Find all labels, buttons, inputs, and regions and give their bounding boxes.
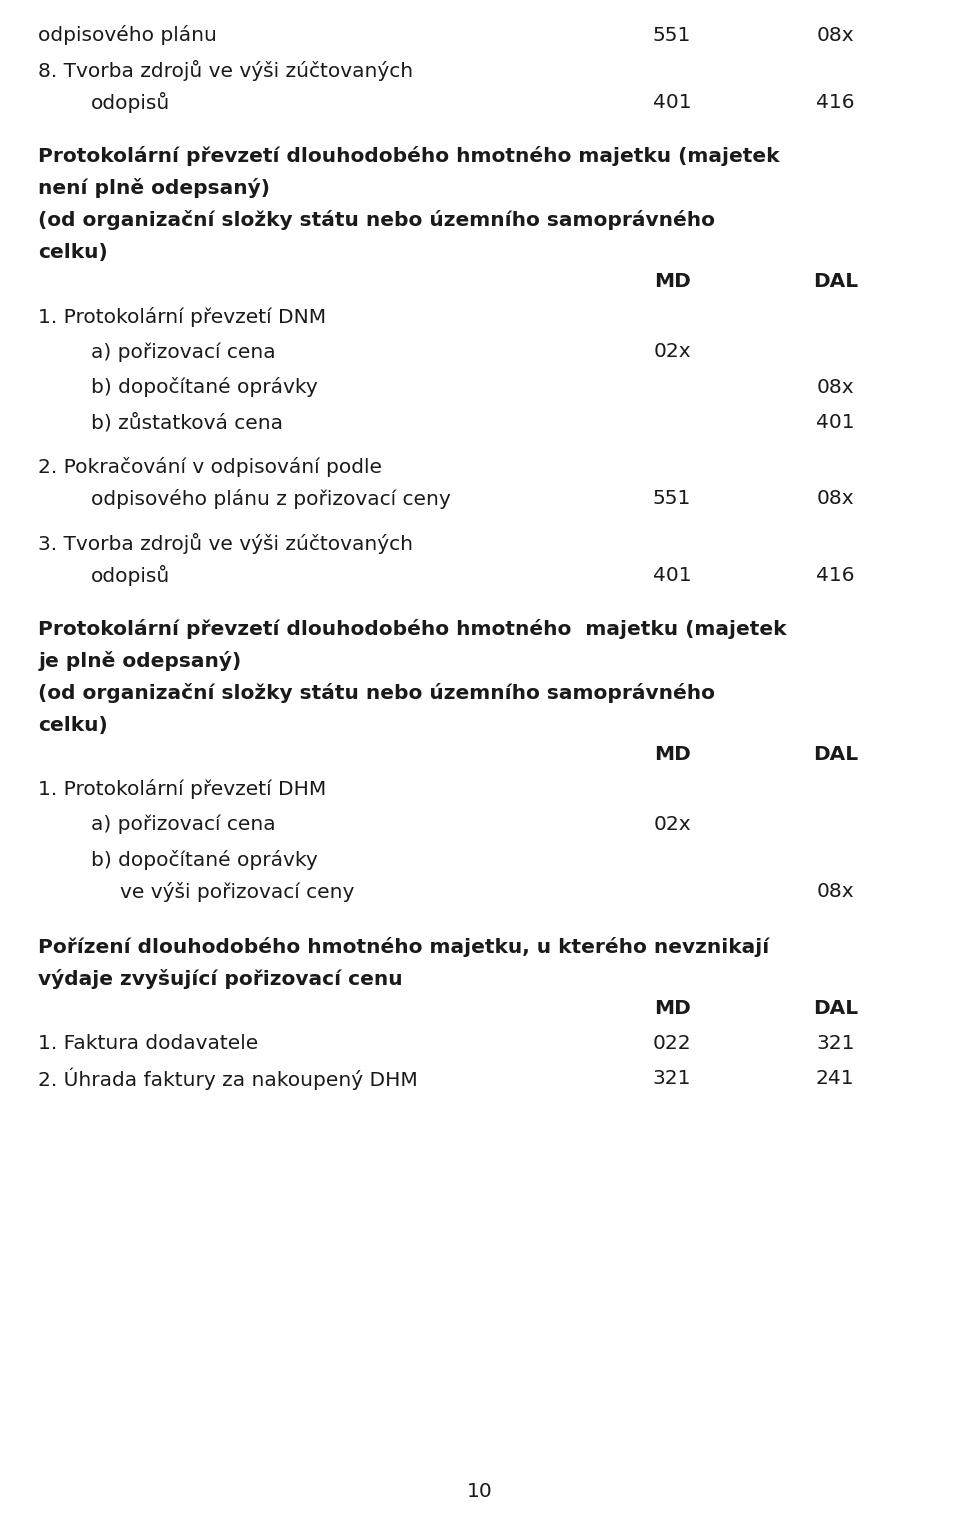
Text: MD: MD: [654, 272, 690, 291]
Text: MD: MD: [654, 999, 690, 1017]
Text: celku): celku): [38, 716, 108, 734]
Text: a) pořizovací cena: a) pořizovací cena: [91, 343, 276, 361]
Text: 2. Pokračování v odpisování podle: 2. Pokračování v odpisování podle: [38, 456, 382, 477]
Text: 416: 416: [816, 566, 854, 584]
Text: odpisového plánu: odpisového plánu: [38, 24, 217, 46]
Text: celku): celku): [38, 243, 108, 262]
Text: b) zůstatková cena: b) zůstatková cena: [91, 413, 283, 431]
Text: 401: 401: [653, 566, 691, 584]
Text: 10: 10: [468, 1483, 492, 1501]
Text: odopisů: odopisů: [91, 92, 171, 113]
Text: není plně odepsaný): není plně odepsaný): [38, 177, 271, 199]
Text: 416: 416: [816, 93, 854, 112]
Text: 08x: 08x: [816, 490, 854, 508]
Text: odpisového plánu z pořizovací ceny: odpisového plánu z pořizovací ceny: [91, 488, 451, 509]
Text: 1. Faktura dodavatele: 1. Faktura dodavatele: [38, 1034, 258, 1053]
Text: b) dopočítané oprávky: b) dopočítané oprávky: [91, 376, 318, 398]
Text: 401: 401: [816, 413, 854, 431]
Text: b) dopočítané oprávky: b) dopočítané oprávky: [91, 849, 318, 871]
Text: Protokolární převzetí dlouhodobého hmotného majetku (majetek: Protokolární převzetí dlouhodobého hmotn…: [38, 145, 780, 167]
Text: 08x: 08x: [816, 378, 854, 396]
Text: 022: 022: [653, 1034, 691, 1053]
Text: 551: 551: [653, 490, 691, 508]
Text: (od organizační složky státu nebo územního samoprávného: (od organizační složky státu nebo územní…: [38, 210, 715, 231]
Text: odopisů: odopisů: [91, 565, 171, 586]
Text: 551: 551: [653, 26, 691, 44]
Text: a) pořizovací cena: a) pořizovací cena: [91, 815, 276, 834]
Text: 321: 321: [653, 1069, 691, 1088]
Text: ve výši pořizovací ceny: ve výši pořizovací ceny: [120, 881, 354, 903]
Text: DAL: DAL: [812, 999, 858, 1017]
Text: 1. Protokolární převzetí DHM: 1. Protokolární převzetí DHM: [38, 779, 326, 800]
Text: 08x: 08x: [816, 883, 854, 901]
Text: 3. Tvorba zdrojů ve výši zúčtovaných: 3. Tvorba zdrojů ve výši zúčtovaných: [38, 532, 414, 554]
Text: DAL: DAL: [812, 272, 858, 291]
Text: 8. Tvorba zdrojů ve výši zúčtovaných: 8. Tvorba zdrojů ve výši zúčtovaných: [38, 60, 414, 81]
Text: 321: 321: [816, 1034, 854, 1053]
Text: je plně odepsaný): je plně odepsaný): [38, 650, 242, 672]
Text: 1. Protokolární převzetí DNM: 1. Protokolární převzetí DNM: [38, 306, 326, 327]
Text: Pořízení dlouhodobého hmotného majetku, u kterého nevznikají: Pořízení dlouhodobého hmotného majetku, …: [38, 936, 770, 958]
Text: 241: 241: [816, 1069, 854, 1088]
Text: DAL: DAL: [812, 745, 858, 763]
Text: 08x: 08x: [816, 26, 854, 44]
Text: 02x: 02x: [653, 815, 691, 834]
Text: (od organizační složky státu nebo územního samoprávného: (od organizační složky státu nebo územní…: [38, 682, 715, 704]
Text: výdaje zvyšující pořizovací cenu: výdaje zvyšující pořizovací cenu: [38, 968, 403, 990]
Text: Protokolární převzetí dlouhodobého hmotného  majetku (majetek: Protokolární převzetí dlouhodobého hmotn…: [38, 618, 787, 640]
Text: 02x: 02x: [653, 343, 691, 361]
Text: MD: MD: [654, 745, 690, 763]
Text: 2. Úhrada faktury za nakoupený DHM: 2. Úhrada faktury za nakoupený DHM: [38, 1068, 419, 1089]
Text: 401: 401: [653, 93, 691, 112]
